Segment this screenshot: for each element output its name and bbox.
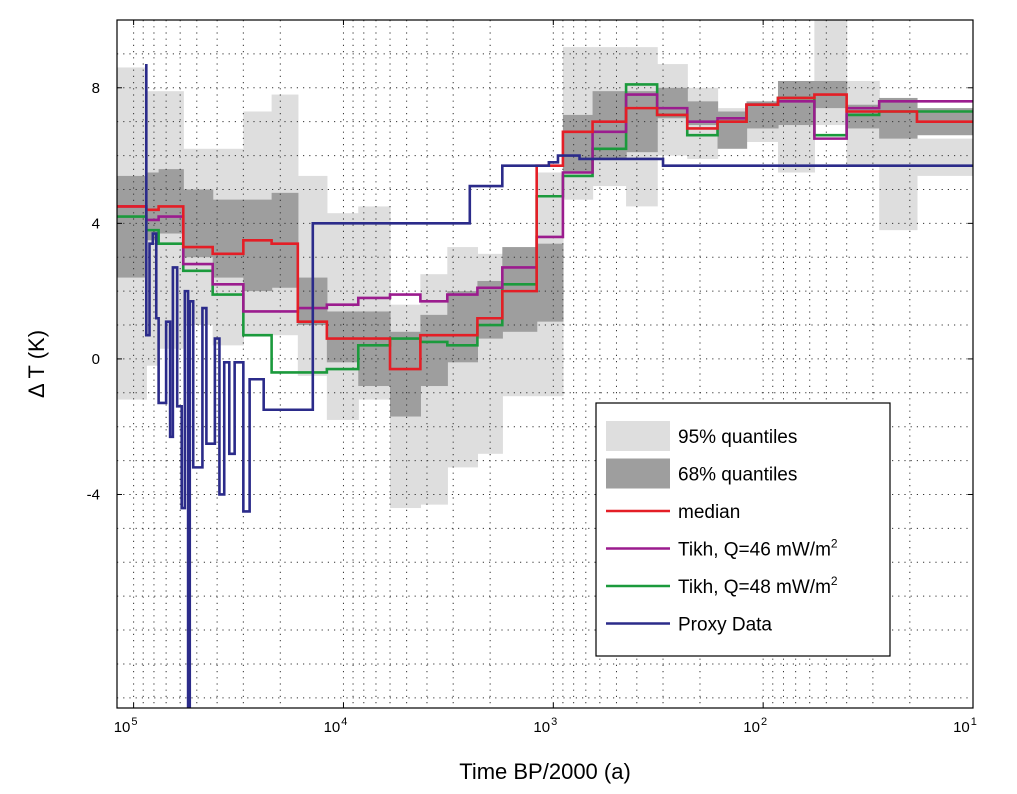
y-tick-label: 4	[92, 215, 100, 232]
quantile-68-band-segment	[657, 87, 688, 119]
quantile-68-band-segment	[243, 199, 273, 292]
legend-label: Tikh, Q=46 mW/m2	[678, 537, 838, 561]
quantile-68-band-segment	[447, 291, 478, 363]
legend-label: 95% quantiles	[678, 427, 797, 448]
y-tick-label: 0	[92, 351, 100, 368]
x-tick-label: 105	[114, 716, 138, 736]
y-tick-label: 8	[92, 80, 100, 97]
quantile-68-band-segment	[390, 331, 421, 417]
quantile-68-band-segment	[146, 172, 160, 241]
x-tick-label: 101	[953, 716, 977, 736]
plot-frame	[116, 19, 974, 709]
x-tick-label: 104	[324, 716, 348, 736]
quantile-68-band-segment	[212, 199, 244, 278]
series-line-median	[117, 93, 973, 371]
legend-swatch	[606, 421, 670, 451]
legend-label: Proxy Data	[678, 615, 772, 636]
quantile-68-band-segment	[536, 243, 564, 322]
legend-swatch	[606, 458, 670, 489]
quantile-68-band-segment	[687, 101, 719, 126]
quantile-68-band-segment	[158, 169, 184, 234]
quantile-95-band-segment	[420, 274, 448, 505]
series-line-proxy-data	[145, 64, 973, 708]
quantile-68-band-segment	[271, 192, 299, 288]
y-tick-label: -4	[87, 487, 100, 504]
legend: 95% quantiles 68% quantiles median Tikh, Q=…	[595, 402, 891, 657]
quantile-68-band-segment	[358, 311, 391, 387]
quantile-68-band-segment	[477, 280, 503, 339]
series-layer	[117, 64, 973, 708]
quantile-68-band-segment	[420, 314, 448, 387]
quantile-68-band-segment	[562, 114, 594, 173]
quantile-95-band-segment	[814, 20, 848, 126]
x-tick-label: 102	[743, 716, 767, 736]
y-axis-title: Δ T (K)	[24, 330, 49, 398]
quantile-68-band-segment	[777, 81, 815, 126]
quantile-95-band-segment	[916, 138, 973, 176]
quantile-68-band-segment	[879, 97, 918, 139]
x-axis-title: Time BP/2000 (a)	[459, 759, 631, 784]
legend-label: 68% quantiles	[678, 465, 797, 486]
quantile-68-band-segment	[502, 247, 538, 332]
quantile-68-band-segment	[626, 91, 658, 153]
x-tick-label: 103	[533, 716, 557, 736]
legend-label: median	[678, 502, 740, 523]
quantile-68-band-segment	[326, 311, 359, 363]
legend-label: Tikh, Q=48 mW/m2	[678, 574, 838, 598]
grid	[117, 20, 973, 708]
quantile-68-band-segment	[117, 175, 147, 278]
